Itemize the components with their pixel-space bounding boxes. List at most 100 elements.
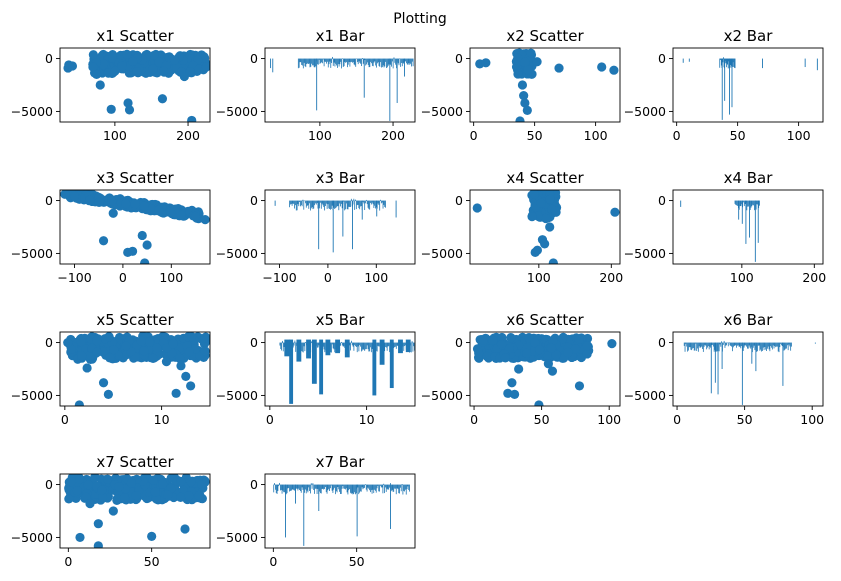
subplot-title: x5 Bar xyxy=(316,311,366,329)
subplot-8: x4 Bar 0 −5000 100 200 xyxy=(624,169,827,285)
subplot-title: x6 Bar xyxy=(724,311,774,329)
bar xyxy=(307,58,309,64)
bar xyxy=(687,342,688,352)
scatter-point xyxy=(85,195,95,205)
bar xyxy=(281,342,282,351)
bar xyxy=(390,484,392,492)
bar xyxy=(816,58,818,71)
scatter-point xyxy=(545,222,555,232)
bar xyxy=(345,200,347,204)
axes-frame xyxy=(59,189,211,265)
bar xyxy=(325,200,327,204)
bar xyxy=(322,58,323,64)
bar xyxy=(776,342,777,347)
bar xyxy=(345,484,347,489)
bar xyxy=(746,200,748,211)
y-tick-label: −5000 xyxy=(216,530,258,545)
y-tick-label: 0 xyxy=(250,477,258,492)
bar xyxy=(301,484,303,488)
bar xyxy=(294,340,296,344)
bar xyxy=(282,484,284,491)
bar xyxy=(355,200,357,210)
bar xyxy=(682,58,684,63)
y-tick-label: 0 xyxy=(658,335,666,350)
subplot-1: x1 Scatter 0 −5000 100 200 xyxy=(11,27,211,143)
bar xyxy=(395,484,397,495)
bar xyxy=(305,484,307,494)
bar xyxy=(719,342,721,345)
bar xyxy=(411,341,413,344)
bar xyxy=(361,58,362,67)
bar xyxy=(372,339,377,396)
bar xyxy=(771,342,773,350)
bar xyxy=(385,58,387,62)
bar xyxy=(399,58,401,60)
bar xyxy=(354,58,356,66)
scatter-point xyxy=(60,190,70,199)
bar xyxy=(778,342,780,353)
bar xyxy=(336,58,337,66)
scatter-point xyxy=(546,343,557,353)
bar xyxy=(303,342,305,347)
scatter-point xyxy=(66,477,77,487)
bar xyxy=(309,200,311,204)
bar xyxy=(372,484,374,490)
scatter-point xyxy=(503,388,513,398)
scatter-point xyxy=(106,104,116,114)
subplot-7: x4 Scatter 0 −5000 100 200 xyxy=(421,169,624,285)
bar xyxy=(733,58,735,68)
scatter-point xyxy=(609,65,619,75)
scatter-point xyxy=(168,339,178,349)
bar xyxy=(388,484,390,490)
bar xyxy=(341,484,343,489)
bar xyxy=(352,200,353,250)
bar xyxy=(409,58,411,65)
x-tick-label: 100 xyxy=(730,270,754,285)
bar xyxy=(737,200,738,206)
bar xyxy=(368,58,370,68)
bar xyxy=(306,58,308,65)
y-tick-label: −5000 xyxy=(11,104,53,119)
bar xyxy=(733,58,734,63)
plot-area xyxy=(279,339,415,404)
x-tick-label: 100 xyxy=(308,128,332,143)
y-tick-label: 0 xyxy=(250,335,258,350)
bar xyxy=(366,58,367,65)
bar xyxy=(300,484,302,493)
bar xyxy=(285,484,286,538)
bar xyxy=(686,342,688,347)
bar xyxy=(369,484,370,491)
bar xyxy=(361,200,363,220)
scatter-point xyxy=(557,334,568,344)
plot-area xyxy=(64,474,210,548)
scatter-point xyxy=(148,475,158,485)
scatter-point xyxy=(106,196,117,206)
bar xyxy=(353,484,355,494)
bar xyxy=(374,58,376,62)
bar xyxy=(377,484,379,486)
bar xyxy=(326,58,328,64)
scatter-point xyxy=(176,361,186,371)
bar xyxy=(343,200,345,202)
bar xyxy=(277,484,279,491)
bar xyxy=(731,342,733,347)
scatter-point xyxy=(194,490,204,501)
bar xyxy=(338,484,340,490)
bar xyxy=(783,342,785,351)
bar xyxy=(315,200,316,204)
bar xyxy=(736,342,738,348)
bar xyxy=(737,342,738,346)
bar xyxy=(764,342,766,347)
bar xyxy=(301,58,303,65)
scatter-point xyxy=(472,203,482,213)
bar xyxy=(408,484,410,490)
bar xyxy=(389,342,391,353)
bar xyxy=(747,342,748,349)
bar xyxy=(736,200,738,206)
bar xyxy=(367,342,369,350)
bar xyxy=(407,484,409,487)
scatter-point xyxy=(496,339,507,350)
bar xyxy=(341,342,343,346)
bar xyxy=(408,58,410,64)
bar xyxy=(314,484,315,494)
